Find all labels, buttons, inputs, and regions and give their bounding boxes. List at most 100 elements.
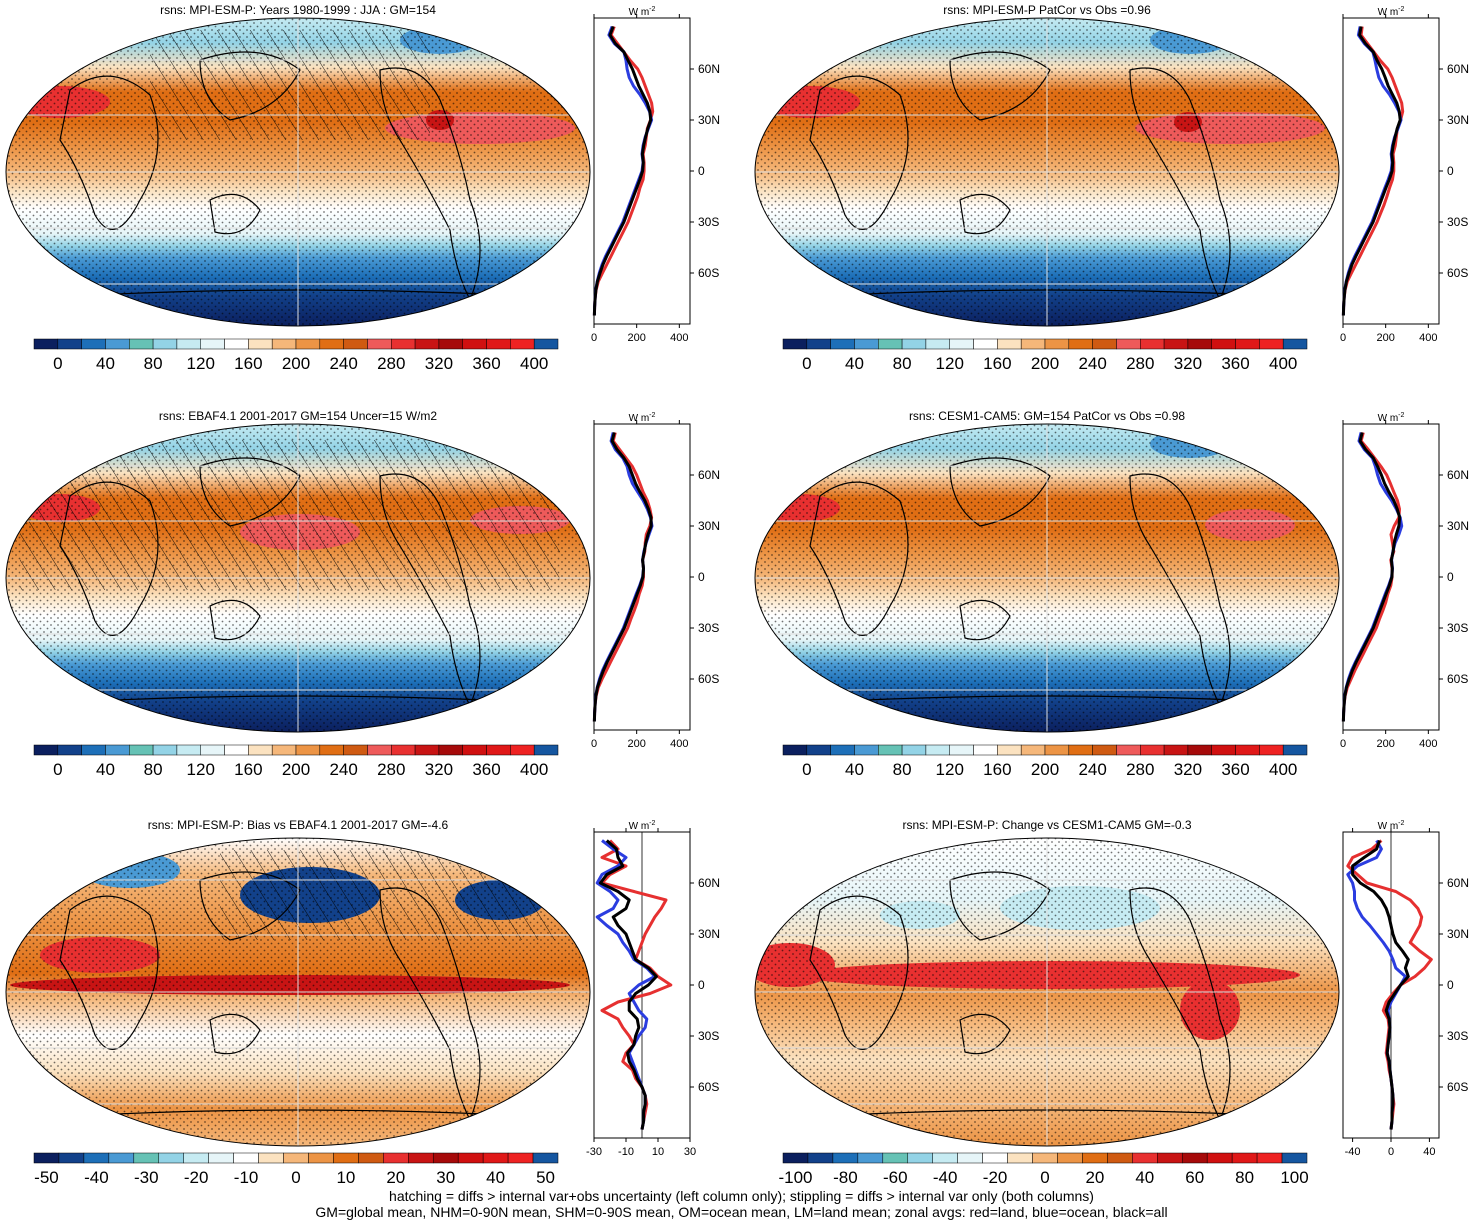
colorbar-bin: [832, 1152, 859, 1164]
colorbar-bin: [949, 744, 974, 756]
colorbar-bin: [1256, 1152, 1283, 1164]
profile-line-all: [1341, 26, 1402, 316]
colorbar-bin: [343, 338, 368, 350]
colorbar-tick-label: 0: [291, 1168, 300, 1187]
colorbar-tick-label: -40: [933, 1168, 958, 1187]
colorbar-tick-label: 100: [1280, 1168, 1308, 1187]
colorbar-bin: [1163, 744, 1189, 756]
colorbar-bin: [391, 338, 416, 350]
colorbar-bin: [1132, 1152, 1158, 1164]
panel-1-colorbar: 0 40 80 120 160 200 240 280 320 360 400: [782, 338, 1308, 373]
colorbar-bin: [200, 338, 225, 350]
panel-1-title: rsns: MPI-ESM-P PatCor vs Obs =0.96: [943, 3, 1151, 17]
footer-line-2: GM=global mean, NHM=0-90N mean, SHM=0-90…: [315, 1204, 1168, 1220]
panel-3-colorbar: 0 40 80 120 160 200 240 280 320 360 400: [782, 744, 1308, 779]
colorbar-tick-label: 80: [1235, 1168, 1254, 1187]
panel-1-map: [755, 18, 1339, 326]
colorbar-tick-label: 40: [845, 354, 864, 373]
colorbar-bin: [1082, 1152, 1108, 1164]
panel-2-zonal-profile: W m-2 0 200 400 60N 30N 0 30S 60S: [591, 412, 720, 750]
colorbar-tick-label: 0: [53, 354, 62, 373]
panel-4-map-border: [5, 837, 591, 1147]
colorbar-tick-label: 360: [472, 760, 500, 779]
colorbar-bin: [152, 744, 178, 756]
colorbar-bin: [1044, 338, 1070, 350]
panel-2-graticule: [6, 424, 590, 732]
colorbar-bin: [854, 338, 879, 350]
profile-lat-label: 60N: [1447, 876, 1469, 890]
panel-4-colorbar: -50 -40 -30 -20 -10 0 10 20 30 40 50: [33, 1152, 559, 1187]
profile-lat-label: 0: [698, 978, 705, 992]
colorbar-bin: [932, 1152, 958, 1164]
colorbar-tick-label: 320: [1174, 354, 1202, 373]
colorbar-bin: [176, 744, 201, 756]
colorbar-tick-label: 0: [53, 760, 62, 779]
colorbar-tick-label: 40: [1135, 1168, 1154, 1187]
profile-lat-label: 30N: [1447, 927, 1469, 941]
colorbar-bin: [1068, 744, 1093, 756]
profile-lat-label: 0: [698, 570, 705, 584]
colorbar-bin: [782, 1152, 809, 1164]
colorbar-tick-label: 120: [187, 354, 215, 373]
colorbar-tick-label: 40: [486, 1168, 505, 1187]
colorbar-bin: [1235, 338, 1260, 350]
colorbar-tick-label: 400: [1269, 354, 1297, 373]
colorbar-bin: [1157, 1152, 1183, 1164]
colorbar-bin: [308, 1152, 334, 1164]
colorbar-tick-label: -10: [234, 1168, 259, 1187]
panel-1-coastline: [789, 51, 1311, 302]
colorbar-tick-label: 30: [436, 1168, 455, 1187]
profile-lat-label: 60S: [1447, 266, 1468, 280]
colorbar-tick-label: -100: [778, 1168, 812, 1187]
colorbar-tick-label: 200: [1031, 354, 1059, 373]
colorbar-tick-label: 320: [425, 760, 453, 779]
colorbar-bin: [271, 338, 297, 350]
colorbar-bin: [129, 744, 154, 756]
colorbar-tick-label: 120: [936, 354, 964, 373]
profile-x-tick-label: 200: [1376, 738, 1394, 750]
colorbar-tick-label: 200: [282, 760, 310, 779]
colorbar-bin: [438, 744, 463, 756]
panel-2-title: rsns: EBAF4.1 2001-2017 GM=154 Uncer=15 …: [159, 409, 437, 423]
panel-4-map: [6, 838, 590, 1146]
colorbar-bin: [533, 744, 559, 756]
colorbar-bin: [807, 1152, 834, 1164]
profile-line-all: [592, 25, 653, 316]
colorbar-bin: [1116, 338, 1141, 350]
colorbar-bin: [33, 744, 59, 756]
profile-unit: W m-2: [629, 412, 656, 424]
colorbar-bin: [358, 1152, 384, 1164]
colorbar-bin: [248, 338, 273, 350]
colorbar-bin: [383, 1152, 409, 1164]
colorbar-tick-label: -80: [833, 1168, 858, 1187]
profile-x-tick-label: 400: [670, 738, 688, 750]
colorbar-tick-label: -30: [134, 1168, 159, 1187]
colorbar-bin: [901, 744, 927, 756]
colorbar-tick-label: 280: [377, 760, 405, 779]
colorbar-tick-label: -60: [883, 1168, 908, 1187]
colorbar-bin: [830, 338, 855, 350]
colorbar-bin: [973, 744, 998, 756]
colorbar-bin: [878, 744, 903, 756]
colorbar-bin: [507, 1152, 534, 1164]
profile-x-tick-label: 400: [670, 332, 688, 344]
colorbar-tick-label: 80: [144, 760, 163, 779]
colorbar-bin: [1020, 338, 1046, 350]
colorbar-bin: [1181, 1152, 1208, 1164]
colorbar-bin: [105, 338, 130, 350]
profile-unit: W m-2: [1378, 412, 1405, 424]
profile-lat-label: 30S: [1447, 621, 1468, 635]
colorbar-bin: [438, 338, 463, 350]
colorbar-tick-label: 360: [472, 354, 500, 373]
colorbar-bin: [1211, 338, 1236, 350]
profile-unit: W m-2: [629, 820, 656, 832]
panel-0-coastline: [39, 51, 561, 302]
profile-x-tick-label: -40: [1345, 1146, 1361, 1158]
colorbar-tick-label: 360: [1221, 760, 1249, 779]
panel-3-zonal-profile: W m-2 0 200 400 60N 30N 0 30S 60S: [1340, 412, 1469, 750]
profile-x-tick-label: 400: [1419, 332, 1437, 344]
profile-line-land: [1341, 26, 1405, 316]
profile-unit: W m-2: [629, 6, 656, 18]
colorbar-bin: [57, 338, 82, 350]
panel-4-zonal-profile: W m-2 -30 -10 10 30 60N 30N 0 30S 60S: [586, 820, 720, 1158]
